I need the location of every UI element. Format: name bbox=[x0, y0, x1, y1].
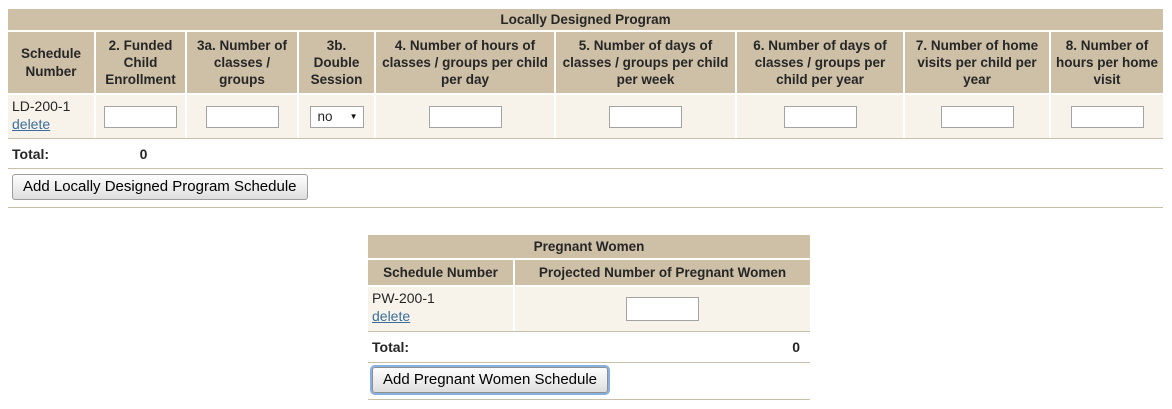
column-header-schedule-number: Schedule Number bbox=[8, 32, 94, 93]
ld-table-title: Locally Designed Program bbox=[8, 9, 1163, 30]
column-header-days-per-year: 6. Number of days of classes / groups pe… bbox=[737, 32, 903, 93]
ld-hours-per-day-cell bbox=[376, 95, 554, 138]
pw-button-row: Add Pregnant Women Schedule bbox=[368, 363, 810, 400]
delete-link[interactable]: delete bbox=[12, 115, 51, 132]
hours-per-home-visit-input[interactable] bbox=[1070, 105, 1144, 128]
number-of-classes-input[interactable] bbox=[205, 105, 279, 128]
days-per-year-input[interactable] bbox=[783, 105, 857, 128]
add-locally-designed-program-schedule-button[interactable]: Add Locally Designed Program Schedule bbox=[12, 174, 308, 200]
days-per-week-input[interactable] bbox=[609, 105, 682, 128]
pw-total-value: 0 bbox=[792, 339, 800, 355]
pw-total-row: Total: 0 bbox=[368, 331, 810, 363]
ld-home-visits-per-year-cell bbox=[905, 95, 1049, 138]
column-header-double-session: 3b. Double Session bbox=[299, 32, 374, 93]
column-header-hours-per-day: 4. Number of hours of classes / groups p… bbox=[376, 32, 554, 93]
double-session-value: no bbox=[317, 109, 333, 124]
pw-projected-number-cell bbox=[515, 287, 810, 331]
ld-total-row: Total: 0 bbox=[8, 138, 1163, 169]
pw-header-row: Schedule Number Projected Number of Preg… bbox=[368, 260, 810, 285]
ld-funded-enrollment-cell bbox=[96, 95, 185, 138]
projected-pregnant-women-input[interactable] bbox=[626, 297, 699, 321]
page: Locally Designed Program Schedule Number… bbox=[8, 9, 1163, 400]
hours-per-day-input[interactable] bbox=[428, 105, 502, 128]
column-header-projected-number: Projected Number of Pregnant Women bbox=[515, 260, 810, 285]
ld-header-row: Schedule Number 2. Funded Child Enrollme… bbox=[8, 32, 1163, 93]
column-header-funded-child-enrollment: 2. Funded Child Enrollment bbox=[96, 32, 185, 93]
ld-days-per-week-cell bbox=[556, 95, 735, 138]
column-header-number-of-classes: 3a. Number of classes / groups bbox=[187, 32, 297, 93]
double-session-select[interactable]: no ▼ bbox=[309, 105, 364, 128]
ld-schedule-number-cell: LD-200-1 delete bbox=[8, 95, 94, 138]
pw-schedule-row: PW-200-1 delete bbox=[368, 287, 810, 331]
ld-days-per-year-cell bbox=[737, 95, 903, 138]
column-header-pw-schedule-number: Schedule Number bbox=[368, 260, 513, 285]
home-visits-per-year-input[interactable] bbox=[940, 105, 1014, 128]
pw-total-label: Total: bbox=[372, 339, 410, 355]
column-header-hours-per-home-visit: 8. Number of hours per home visit bbox=[1051, 32, 1163, 93]
funded-child-enrollment-input[interactable] bbox=[104, 105, 177, 128]
pw-schedule-number-cell: PW-200-1 delete bbox=[368, 287, 513, 331]
column-header-home-visits-per-year: 7. Number of home visits per child per y… bbox=[905, 32, 1049, 93]
chevron-down-icon: ▼ bbox=[349, 112, 358, 121]
add-pregnant-women-schedule-button[interactable]: Add Pregnant Women Schedule bbox=[372, 367, 609, 393]
ld-button-row: Add Locally Designed Program Schedule bbox=[8, 169, 1163, 208]
ld-double-session-cell: no ▼ bbox=[299, 95, 374, 138]
ld-schedule-row: LD-200-1 delete no ▼ bbox=[8, 95, 1163, 138]
ld-hours-per-home-visit-cell bbox=[1051, 95, 1163, 138]
locally-designed-program-table: Locally Designed Program Schedule Number… bbox=[8, 9, 1163, 208]
ld-number-of-classes-cell bbox=[187, 95, 297, 138]
column-header-days-per-week: 5. Number of days of classes / groups pe… bbox=[556, 32, 735, 93]
delete-link[interactable]: delete bbox=[372, 307, 411, 324]
schedule-number: LD-200-1 bbox=[12, 98, 71, 114]
ld-total-label: Total: bbox=[12, 145, 50, 162]
ld-total-value: 0 bbox=[139, 145, 148, 162]
schedule-number: PW-200-1 bbox=[372, 290, 435, 306]
pw-table-title: Pregnant Women bbox=[368, 235, 810, 258]
pregnant-women-table: Pregnant Women Schedule Number Projected… bbox=[368, 235, 810, 400]
